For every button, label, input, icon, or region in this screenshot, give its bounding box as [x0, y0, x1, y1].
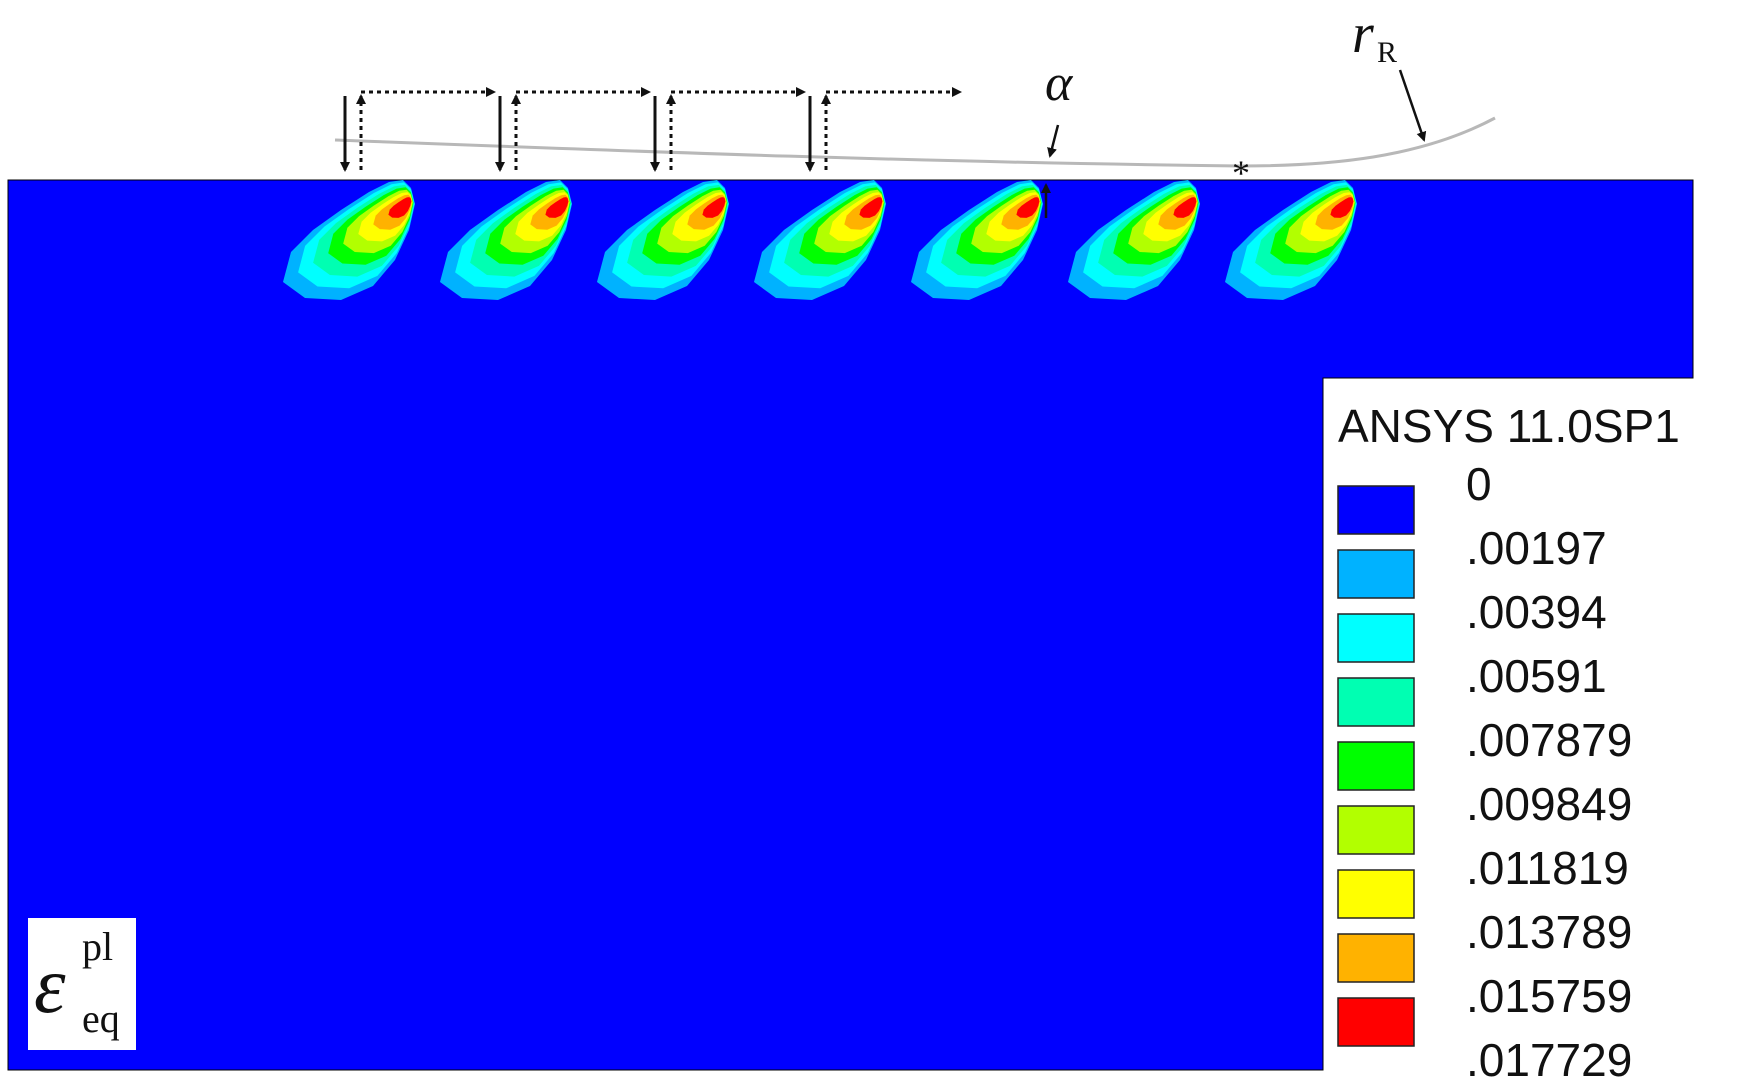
alpha-label: α	[1045, 55, 1074, 112]
legend-label: .00197	[1466, 522, 1607, 574]
legend-label: .015759	[1466, 970, 1632, 1022]
contour-band	[1330, 197, 1354, 218]
roller-profile-line	[334, 116, 1496, 168]
contour-band	[702, 197, 726, 218]
contact-zone	[1068, 180, 1200, 300]
strain-superscript: pl	[82, 924, 113, 969]
legend-label: .017729	[1466, 1034, 1632, 1086]
strain-symbol-box	[28, 918, 136, 1050]
legend-swatch	[1337, 869, 1415, 919]
contour-band	[388, 197, 412, 218]
contact-zone	[911, 180, 1043, 300]
contour-band	[1173, 197, 1197, 218]
strain-subscript: eq	[82, 996, 120, 1041]
legend-swatch	[1337, 997, 1415, 1047]
contour-band	[545, 197, 569, 218]
legend-title: ANSYS 11.0SP1	[1338, 400, 1680, 452]
contour-band	[1016, 197, 1040, 218]
legend-label: 0	[1466, 458, 1492, 510]
contact-zone	[440, 180, 572, 300]
legend-label: .011819	[1466, 842, 1629, 894]
legend-swatch	[1337, 805, 1415, 855]
radius-pointer-arrow	[1398, 69, 1427, 142]
legend-label: .00591	[1466, 650, 1607, 702]
radius-subscript: R	[1377, 36, 1397, 69]
motion-arrows	[340, 87, 962, 172]
radius-label: r	[1352, 3, 1374, 65]
legend-swatch	[1337, 613, 1415, 663]
contour-legend: ANSYS 11.0SP1 0 .00197 .00394 .00591 .007879…	[1337, 400, 1680, 1086]
legend-label: .009849	[1466, 778, 1632, 830]
contact-zone	[283, 180, 415, 300]
contact-zone	[1225, 180, 1357, 300]
model-domain	[7, 179, 1694, 1071]
contact-zone	[597, 180, 729, 300]
contact-zones	[283, 180, 1357, 300]
legend-swatch	[1337, 677, 1415, 727]
contact-zone	[754, 180, 886, 300]
legend-swatch	[1337, 485, 1415, 535]
legend-label: .007879	[1466, 714, 1632, 766]
strain-symbol: ε	[34, 942, 66, 1030]
legend-swatch	[1337, 741, 1415, 791]
legend-swatch	[1337, 549, 1415, 599]
legend-label: .013789	[1466, 906, 1632, 958]
legend-swatch	[1337, 933, 1415, 983]
legend-label: .00394	[1466, 586, 1607, 638]
asterisk-marker: *	[1232, 153, 1250, 193]
alpha-pointer-arrow	[1047, 124, 1060, 158]
contour-band	[859, 197, 883, 218]
